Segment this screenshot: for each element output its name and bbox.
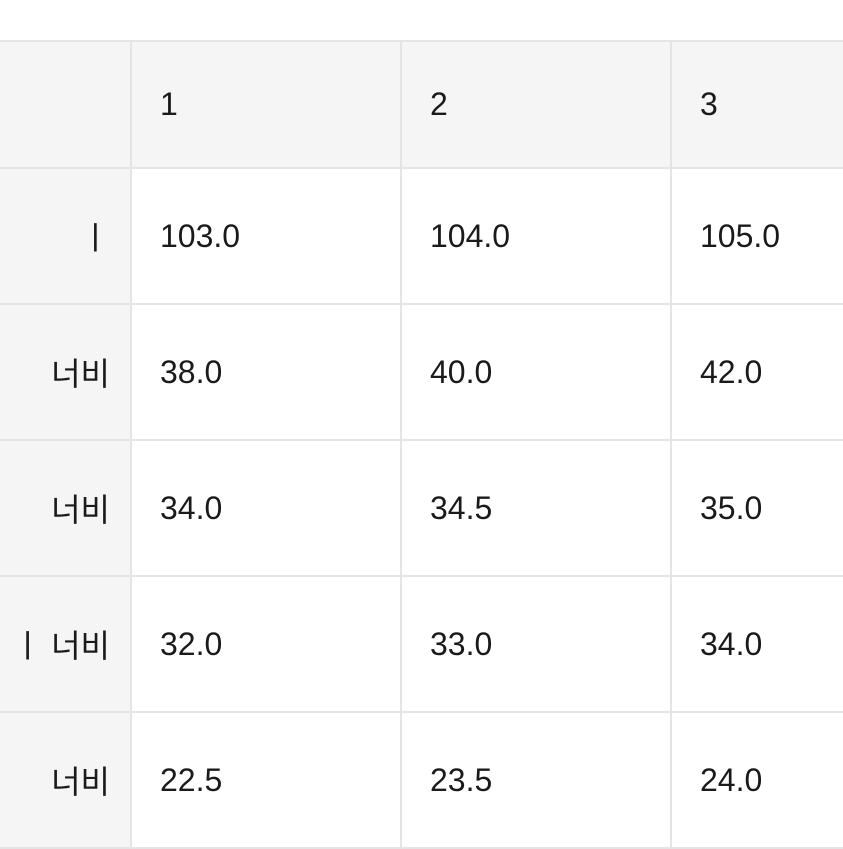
cell: 35.0 [671, 440, 843, 576]
cell: 105.0 [671, 168, 843, 304]
cell: 103.0 [131, 168, 401, 304]
table-row: 너비 34.0 34.5 35.0 [0, 440, 843, 576]
header-col-2: 2 [401, 41, 671, 168]
header-row: 1 2 3 [0, 41, 843, 168]
cell: 33.0 [401, 576, 671, 712]
cell: 38.0 [131, 304, 401, 440]
table-row: 너비 38.0 40.0 42.0 [0, 304, 843, 440]
row-label: 너비 [0, 712, 131, 848]
row-label: ㅣ [0, 168, 131, 304]
cell: 42.0 [671, 304, 843, 440]
header-col-3: 3 [671, 41, 843, 168]
cell: 104.0 [401, 168, 671, 304]
row-label: 너비 [0, 304, 131, 440]
header-blank [0, 41, 131, 168]
header-col-1: 1 [131, 41, 401, 168]
row-label: ㅣ 너비 [0, 576, 131, 712]
size-table: 1 2 3 ㅣ 103.0 104.0 105.0 너비 38.0 40.0 4… [0, 40, 843, 849]
table-row: ㅣ 103.0 104.0 105.0 [0, 168, 843, 304]
table-wrapper: 1 2 3 ㅣ 103.0 104.0 105.0 너비 38.0 40.0 4… [0, 40, 843, 849]
cell: 22.5 [131, 712, 401, 848]
cell: 34.0 [671, 576, 843, 712]
row-label: 너비 [0, 440, 131, 576]
cell: 23.5 [401, 712, 671, 848]
table-row: 너비 22.5 23.5 24.0 [0, 712, 843, 848]
table-row: ㅣ 너비 32.0 33.0 34.0 [0, 576, 843, 712]
cell: 24.0 [671, 712, 843, 848]
cell: 34.0 [131, 440, 401, 576]
cell: 40.0 [401, 304, 671, 440]
cell: 32.0 [131, 576, 401, 712]
cell: 34.5 [401, 440, 671, 576]
